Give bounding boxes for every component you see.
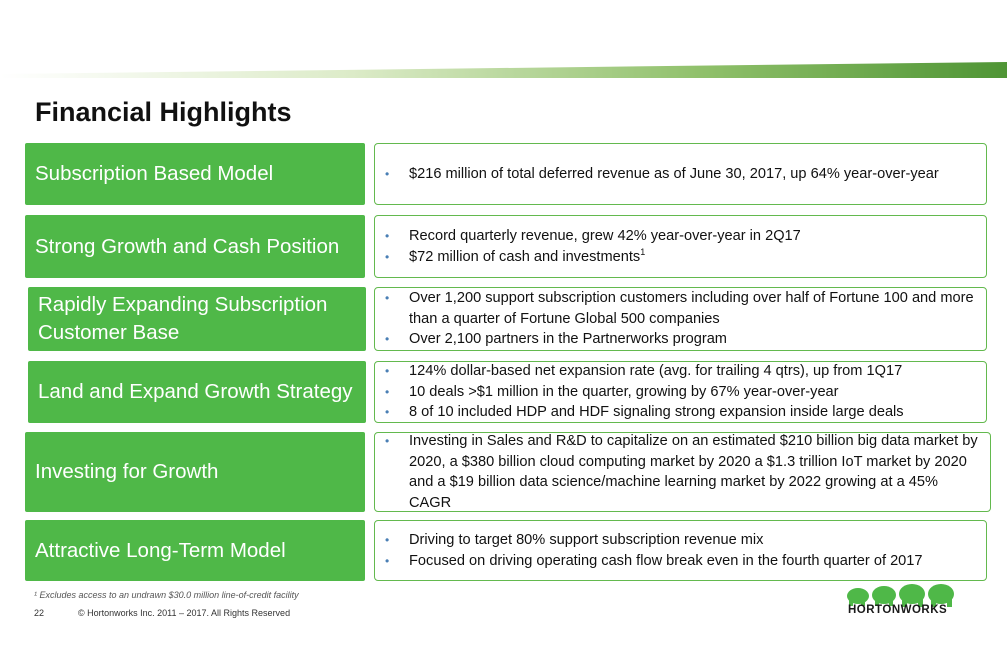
bullet-text: 124% dollar-based net expansion rate (av… <box>409 363 903 380</box>
bullet-text: $216 million of total deferred revenue a… <box>409 165 939 182</box>
page-title: Financial Highlights <box>35 97 292 127</box>
bullet-icon: • <box>385 364 390 379</box>
bullet-icon: • <box>385 166 390 181</box>
logo-wordmark: HORTONWORKS <box>848 604 948 616</box>
bullet-text: 8 of 10 included HDP and HDF signaling s… <box>409 404 904 421</box>
bullet-item: • Record quarterly revenue, grew 42% year… <box>385 226 976 247</box>
highlight-row: Rapidly Expanding Subscription Customer … <box>0 287 1007 351</box>
bullet-text: $72 million of cash and investments <box>409 248 641 265</box>
bullet-icon: • <box>385 434 390 448</box>
highlight-details: • $216 million of total deferred revenue … <box>374 143 987 205</box>
highlight-details: • Investing in Sales and R&D to capitaliz… <box>374 432 991 512</box>
bullet-item: • 10 deals >$1 million in the quarter, gr… <box>385 382 976 403</box>
bullet-text: Driving to target 80% support subscripti… <box>409 532 764 548</box>
bullet-icon: • <box>385 553 390 568</box>
bullet-item: • 124% dollar-based net expansion rate (a… <box>385 361 976 382</box>
copyright-notice: © Hortonworks Inc. 2011 – 2017. All Righ… <box>78 608 291 618</box>
highlight-details: • Driving to target 80% support subscript… <box>374 520 987 581</box>
bullet-item: • $72 million of cash and investments1 <box>385 247 976 268</box>
bullet-icon: • <box>385 384 390 399</box>
highlight-row: Strong Growth and Cash Position • Record q… <box>0 215 1007 278</box>
highlight-details: • 124% dollar-based net expansion rate (a… <box>374 361 987 423</box>
highlight-label: Investing for Growth <box>25 432 365 512</box>
bullet-item: • Driving to target 80% support subscript… <box>385 530 976 551</box>
bullet-text: Investing in Sales and R&D to capitalize… <box>409 433 978 511</box>
bullet-icon: • <box>385 249 390 264</box>
highlight-label: Rapidly Expanding Subscription Customer … <box>28 287 366 351</box>
bullet-icon: • <box>385 229 390 243</box>
highlight-row: Land and Expand Growth Strategy • 124% dol… <box>0 361 1007 423</box>
page-number: 22 <box>34 608 45 618</box>
bullet-text: Over 1,200 support subscription customer… <box>409 290 974 327</box>
bullet-item: • $216 million of total deferred revenue … <box>385 164 976 185</box>
bullet-icon: • <box>385 533 390 547</box>
bullet-text: Record quarterly revenue, grew 42% year-… <box>409 228 801 244</box>
bullet-item: • Investing in Sales and R&D to capitaliz… <box>385 431 980 513</box>
footnote: ¹ Excludes access to an undrawn $30.0 mi… <box>34 590 299 600</box>
bullet-text: Focused on driving operating cash flow b… <box>409 552 923 569</box>
highlight-details: • Over 1,200 support subscription custome… <box>374 287 987 351</box>
highlight-label: Subscription Based Model <box>25 143 365 205</box>
highlight-row: Subscription Based Model • $216 million of… <box>0 143 1007 205</box>
bullet-item: • 8 of 10 included HDP and HDF signaling … <box>385 402 976 423</box>
bullet-icon: • <box>385 291 390 306</box>
bullet-icon: • <box>385 405 390 420</box>
header-band <box>0 62 1007 78</box>
bullet-item: • Over 1,200 support subscription custome… <box>385 288 976 329</box>
bullet-item: • Focused on driving operating cash flow … <box>385 551 976 572</box>
elephant-herd-icon <box>847 584 954 607</box>
footnote-marker: 1 <box>640 246 646 257</box>
bullet-item: • Over 2,100 partners in the Partnerworks… <box>385 329 976 350</box>
highlight-label: Land and Expand Growth Strategy <box>28 361 366 423</box>
highlight-row: Attractive Long-Term Model • Driving to ta… <box>0 520 1007 581</box>
highlight-row: Investing for Growth • Investing in Sales … <box>0 432 1007 512</box>
bullet-text: Over 2,100 partners in the Partnerworks … <box>409 331 727 348</box>
bullet-text: 10 deals >$1 million in the quarter, gro… <box>409 383 839 400</box>
highlight-label: Attractive Long-Term Model <box>25 520 365 581</box>
highlight-details: • Record quarterly revenue, grew 42% year… <box>374 215 987 278</box>
highlight-label: Strong Growth and Cash Position <box>25 215 365 278</box>
bullet-icon: • <box>385 332 390 347</box>
